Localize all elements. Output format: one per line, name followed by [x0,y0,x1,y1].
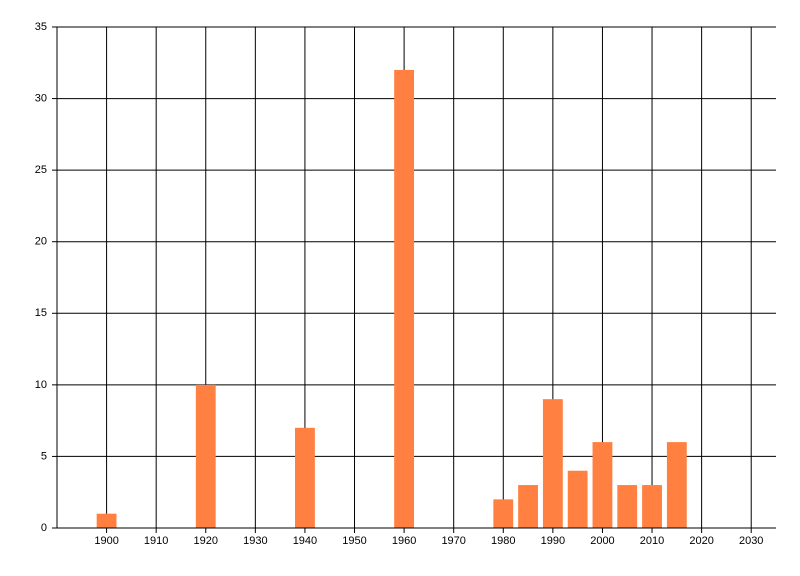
y-tick-label: 15 [35,307,47,319]
y-tick-label: 30 [35,92,47,104]
y-tick-label: 20 [35,236,47,248]
x-tick-label: 2020 [689,535,713,547]
y-tick-label: 25 [35,164,47,176]
bar [518,485,538,528]
bar [666,442,687,528]
y-tick-label: 5 [41,450,47,462]
bar [642,485,662,528]
x-tick-label: 1960 [392,535,416,547]
x-tick-label: 1980 [491,535,515,547]
y-tick-label: 35 [35,21,47,33]
x-tick-label: 2010 [640,535,664,547]
x-tick-label: 1920 [194,535,218,547]
x-tick-label: 1990 [541,535,565,547]
y-tick-label: 10 [35,379,47,391]
x-tick-label: 1910 [144,535,168,547]
x-tick-label: 1950 [342,535,366,547]
bar [195,384,216,528]
bar [617,485,638,528]
x-tick-label: 2000 [590,535,614,547]
x-tick-label: 2030 [739,535,763,547]
bar [493,499,514,528]
bar [592,442,613,528]
x-tick-label: 1930 [243,535,267,547]
x-tick-label: 1900 [94,535,118,547]
bar [295,427,315,528]
x-tick-label: 1970 [441,535,465,547]
bar [542,399,563,528]
y-tick-label: 0 [41,522,47,534]
x-tick-label: 1940 [293,535,317,547]
bar [394,69,415,528]
bar [96,513,117,528]
bar [567,470,588,528]
